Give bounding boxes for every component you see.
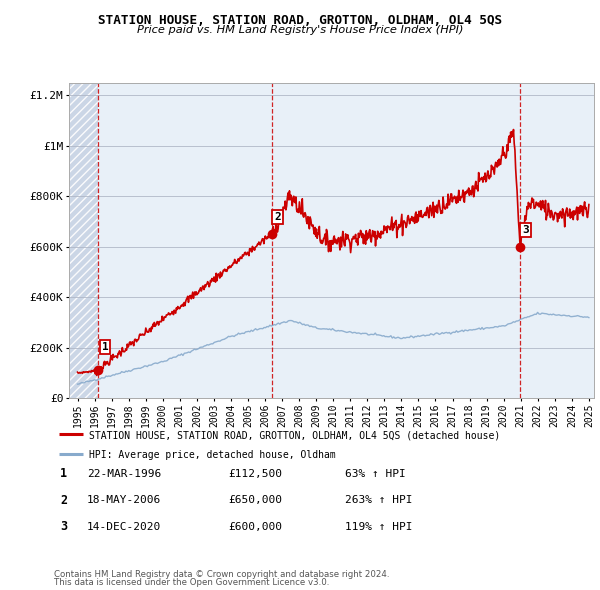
Text: 1: 1 <box>102 342 109 352</box>
Text: This data is licensed under the Open Government Licence v3.0.: This data is licensed under the Open Gov… <box>54 578 329 587</box>
Text: 63% ↑ HPI: 63% ↑ HPI <box>345 469 406 478</box>
Text: 119% ↑ HPI: 119% ↑ HPI <box>345 522 413 532</box>
Text: £112,500: £112,500 <box>228 469 282 478</box>
Text: 263% ↑ HPI: 263% ↑ HPI <box>345 496 413 505</box>
Text: £600,000: £600,000 <box>228 522 282 532</box>
Text: Price paid vs. HM Land Registry's House Price Index (HPI): Price paid vs. HM Land Registry's House … <box>137 25 463 35</box>
Text: HPI: Average price, detached house, Oldham: HPI: Average price, detached house, Oldh… <box>89 451 335 460</box>
Text: 3: 3 <box>523 225 529 235</box>
Text: 2: 2 <box>60 494 67 507</box>
Bar <box>69 83 98 398</box>
Text: 2: 2 <box>274 212 281 222</box>
Text: 14-DEC-2020: 14-DEC-2020 <box>87 522 161 532</box>
Text: STATION HOUSE, STATION ROAD, GROTTON, OLDHAM, OL4 5QS (detached house): STATION HOUSE, STATION ROAD, GROTTON, OL… <box>89 430 500 440</box>
Text: Contains HM Land Registry data © Crown copyright and database right 2024.: Contains HM Land Registry data © Crown c… <box>54 570 389 579</box>
Text: 1: 1 <box>60 467 67 480</box>
Text: 3: 3 <box>60 520 67 533</box>
Text: STATION HOUSE, STATION ROAD, GROTTON, OLDHAM, OL4 5QS: STATION HOUSE, STATION ROAD, GROTTON, OL… <box>98 14 502 27</box>
Text: 22-MAR-1996: 22-MAR-1996 <box>87 469 161 478</box>
Text: 18-MAY-2006: 18-MAY-2006 <box>87 496 161 505</box>
Text: £650,000: £650,000 <box>228 496 282 505</box>
